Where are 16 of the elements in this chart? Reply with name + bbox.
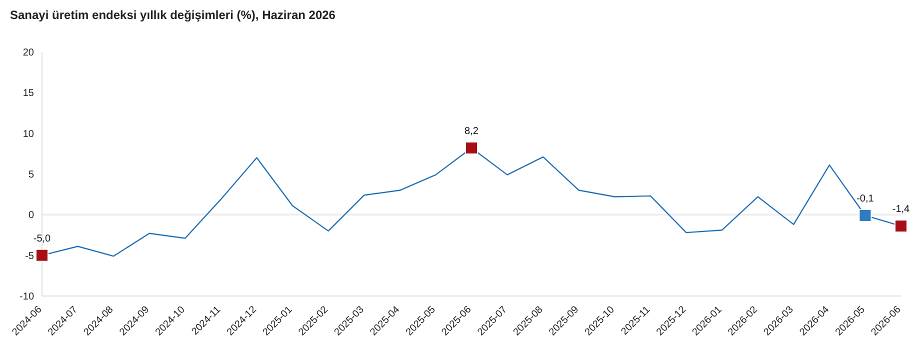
point (858, 208, 872, 222)
point (36, 248, 48, 262)
y-tick-label: 5 (28, 170, 34, 181)
data-label: 8,2 (464, 126, 479, 137)
point (465, 141, 478, 154)
y-tick-label: -5 (25, 250, 34, 262)
y-tick-label: 20 (22, 48, 34, 59)
data-label: -1,4 (892, 204, 910, 216)
point (894, 220, 908, 233)
y-tick-label: 15 (22, 88, 34, 100)
data-label: -5,0 (33, 233, 52, 244)
data-label: -0,1 (856, 193, 874, 204)
chart-title: Sanayi üretim endeksi yıllık değişimleri (%), Haziran 2026 (10, 8, 336, 24)
y-tick-label: -10 (20, 292, 34, 303)
y-tick-label: 10 (22, 128, 34, 140)
y-tick-label: 0 (28, 210, 34, 222)
